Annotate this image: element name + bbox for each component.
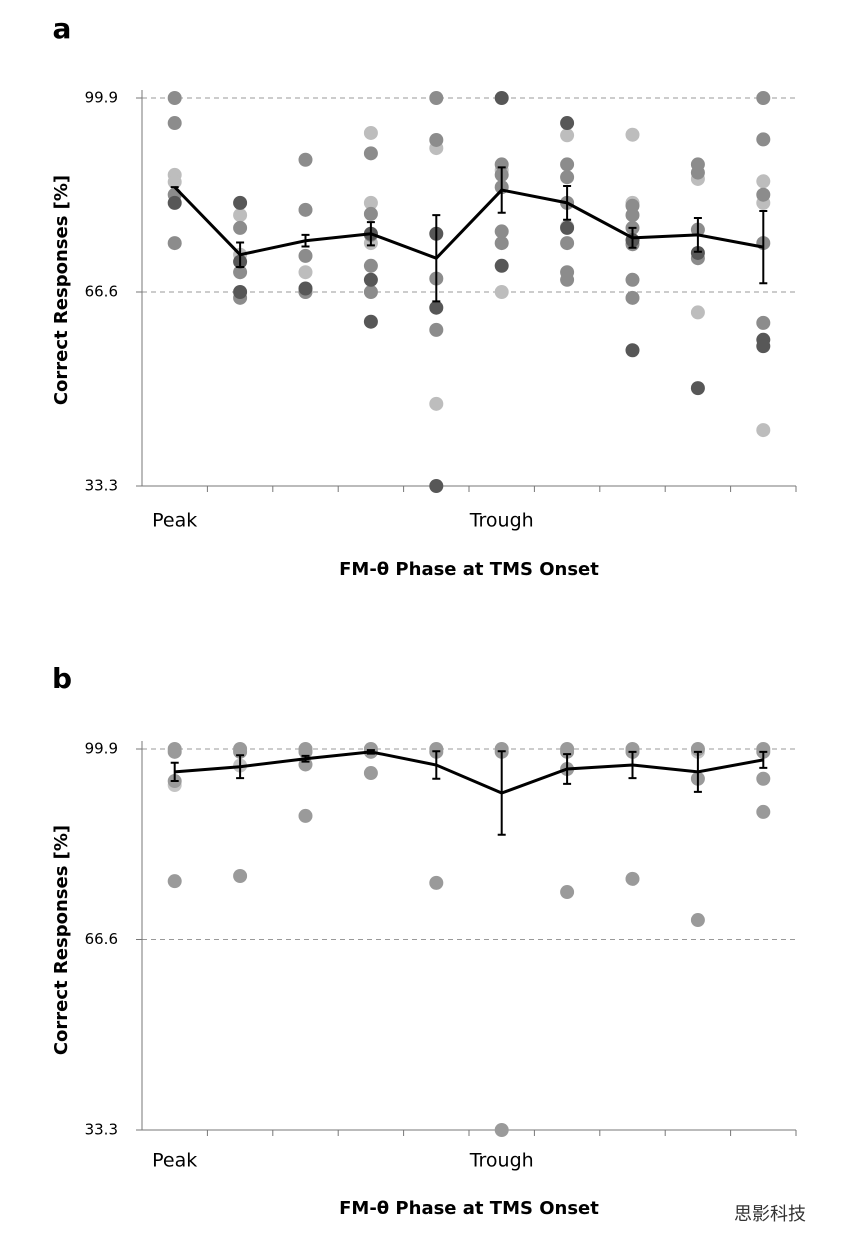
dot — [429, 300, 444, 315]
panel-label: a — [53, 12, 72, 45]
dot — [429, 132, 444, 147]
dot — [756, 423, 771, 438]
dot — [756, 315, 771, 330]
dot — [560, 157, 575, 172]
dot — [756, 132, 771, 147]
dot — [756, 91, 771, 105]
x-tick-label: Peak — [152, 1150, 197, 1172]
dot — [560, 272, 575, 287]
dot — [233, 195, 248, 210]
dot — [625, 127, 640, 142]
dot — [560, 220, 575, 235]
x-tick-label: Trough — [469, 1150, 534, 1172]
y-tick-label: 99.9 — [85, 89, 118, 107]
dot — [363, 195, 378, 210]
y-tick-label: 99.9 — [85, 740, 118, 758]
mean-line — [173, 186, 764, 260]
dot — [363, 125, 378, 140]
dot — [494, 258, 509, 273]
dot — [233, 869, 248, 883]
dot — [625, 272, 640, 287]
dot — [560, 128, 575, 143]
dot — [494, 236, 509, 251]
x-axis-label: FM-θ Phase at TMS Onset — [339, 559, 599, 580]
dot — [363, 314, 378, 329]
dot — [625, 208, 640, 223]
dot — [625, 290, 640, 305]
dot — [560, 744, 575, 759]
y-axis-label: Correct Responses [%] — [51, 175, 72, 405]
dot — [494, 1123, 509, 1137]
watermark: 思影科技 — [734, 1204, 806, 1225]
dot — [363, 285, 378, 299]
dot — [756, 804, 771, 819]
dot — [560, 885, 575, 900]
dot — [167, 874, 182, 889]
dot — [167, 91, 182, 105]
dot — [167, 236, 182, 251]
dot — [690, 913, 705, 928]
dot — [625, 343, 640, 358]
dot — [560, 170, 575, 185]
dot — [363, 272, 378, 287]
dot — [429, 91, 444, 105]
dot — [363, 258, 378, 273]
dot — [756, 187, 771, 202]
dot — [690, 381, 705, 396]
y-tick-label: 33.3 — [85, 477, 118, 495]
dot — [167, 195, 182, 210]
y-tick-label: 33.3 — [85, 1121, 118, 1139]
dot — [233, 265, 248, 280]
dot — [429, 396, 444, 411]
dot — [298, 808, 313, 823]
dot — [298, 202, 313, 217]
dot — [363, 146, 378, 161]
dot — [233, 285, 248, 299]
dot — [167, 116, 182, 131]
dot — [298, 281, 313, 296]
dot — [494, 285, 509, 299]
dot — [560, 236, 575, 251]
dot — [756, 771, 771, 786]
dot — [429, 875, 444, 890]
y-tick-label: 66.6 — [85, 283, 118, 301]
dot — [494, 91, 509, 105]
dot — [690, 305, 705, 320]
dot — [690, 245, 705, 260]
dot — [298, 265, 313, 280]
dot — [233, 220, 248, 235]
x-tick-label: Peak — [152, 510, 197, 532]
dot — [298, 248, 313, 263]
x-tick-label: Trough — [469, 510, 534, 532]
dot — [167, 744, 182, 759]
dot — [690, 165, 705, 180]
dot — [756, 339, 771, 354]
dot — [625, 871, 640, 886]
dot — [756, 174, 771, 189]
dot — [167, 174, 182, 189]
dot — [429, 479, 444, 493]
dot — [363, 766, 378, 781]
panel-label: b — [52, 662, 72, 695]
dot — [363, 206, 378, 221]
y-axis-label: Correct Responses [%] — [51, 825, 72, 1055]
error-bar — [759, 750, 768, 769]
dot — [494, 224, 509, 239]
dot — [233, 208, 248, 223]
y-tick-label: 66.6 — [85, 930, 118, 948]
dot — [429, 322, 444, 337]
error-bar — [170, 761, 179, 783]
x-axis-label: FM-θ Phase at TMS Onset — [339, 1198, 599, 1219]
dot — [298, 152, 313, 167]
mean-line — [174, 750, 764, 795]
dot — [560, 116, 575, 131]
